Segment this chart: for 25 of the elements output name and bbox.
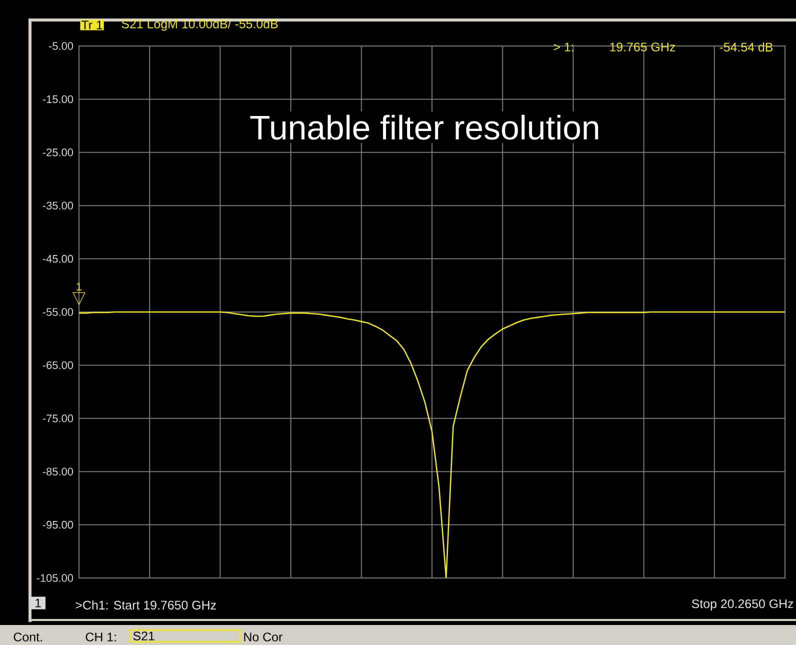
- y-tick-label: -5.00: [48, 42, 74, 50]
- y-tick-label: -25.00: [42, 148, 74, 156]
- annotation: 1: [76, 282, 82, 290]
- y-tick-label: -85.00: [42, 468, 74, 476]
- annotation: -54.54 dB: [720, 42, 773, 52]
- text: S21: [133, 632, 154, 640]
- annotation: > 1:: [554, 42, 574, 52]
- text: >Ch1: Start 19.7650 GHz: [76, 600, 216, 610]
- text: Stop 20.2650 GHz: [692, 599, 794, 611]
- text: 1: [35, 598, 41, 608]
- y-tick-label: -95.00: [42, 520, 74, 529]
- text: S21 LogM 10.00dB/ -55.0dB: [122, 19, 278, 31]
- y-tick-label: -105.00: [36, 574, 74, 582]
- text: Tunable filter resolution: [250, 114, 598, 140]
- y-tick-label: -15.00: [42, 95, 74, 104]
- y-tick-label: -45.00: [42, 254, 74, 263]
- text: No Cor: [244, 632, 282, 642]
- text: Cont.: [14, 632, 42, 642]
- y-tick-label: -35.00: [42, 202, 74, 210]
- y-tick-label: -55.00: [42, 308, 74, 316]
- annotation: 19.765 GHz: [610, 42, 676, 52]
- text: Tr 1: [81, 20, 102, 30]
- text: CH 1:: [86, 632, 116, 642]
- y-tick-label: -75.00: [42, 414, 74, 422]
- y-tick-label: -65.00: [42, 361, 74, 370]
